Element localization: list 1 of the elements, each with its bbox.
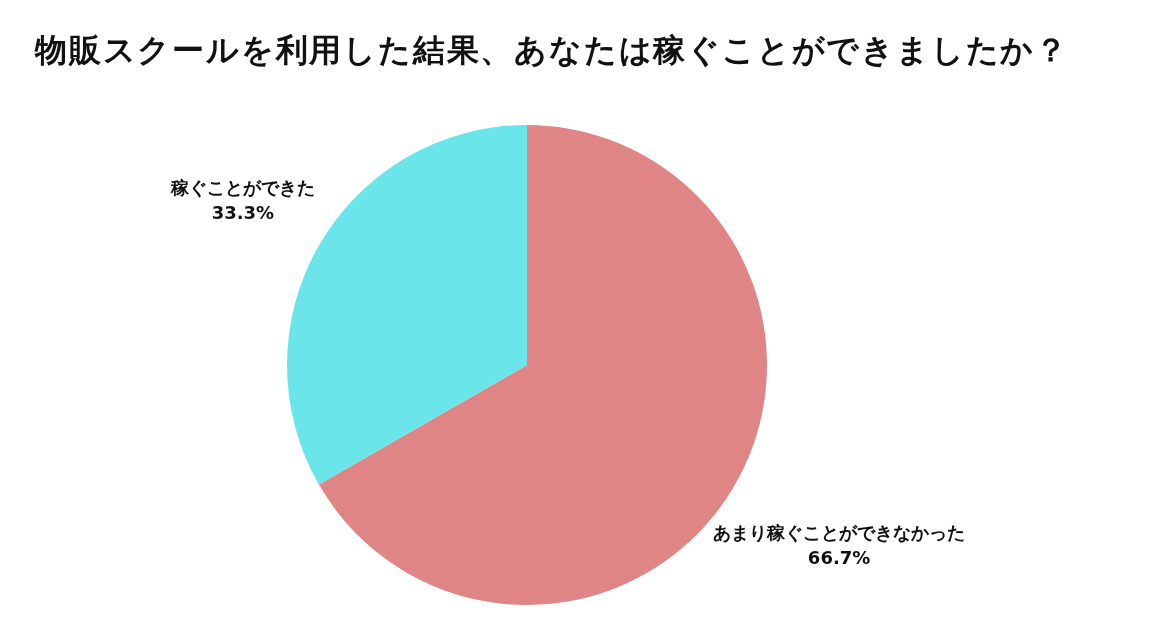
chart-title: 物販スクールを利用した結果、あなたは稼ぐことができましたか？ xyxy=(34,31,1069,69)
